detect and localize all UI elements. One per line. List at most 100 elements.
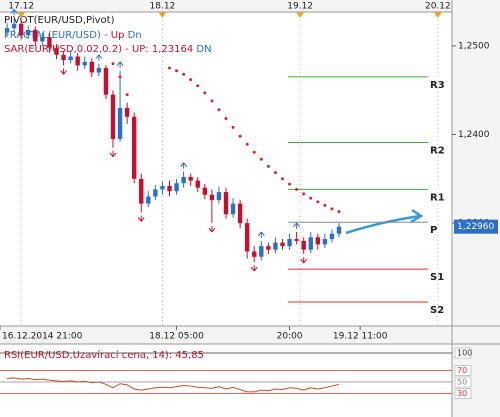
sar-dot: [224, 117, 228, 121]
rsi-tick-label: 70: [457, 366, 467, 375]
candle-body: [287, 239, 292, 247]
rsi-title: RSI(EUR/USD,Uzavírací cena, 14): 45,85: [4, 349, 204, 361]
x-tick-label: 19.12 11:00: [333, 332, 388, 342]
candle-body: [89, 61, 95, 73]
candle-body: [47, 37, 52, 48]
day-marker: [433, 12, 442, 18]
pivot-label: S2: [430, 305, 444, 316]
legend-fractal-name: FRACTAL(EUR/USD) -: [4, 30, 108, 41]
candle-body: [188, 177, 193, 181]
candle-body: [124, 107, 130, 117]
candle-body: [146, 196, 151, 204]
candle-body: [11, 23, 17, 29]
sar-dot: [125, 93, 129, 97]
sar-dot: [189, 78, 193, 82]
sar-dot: [316, 200, 320, 204]
axis-strip: [452, 0, 500, 417]
legend-sar: SAR(EUR/USD,0.02,0.2) - UP: 1,23164 DN: [4, 44, 212, 55]
time-strip: [0, 326, 452, 344]
candle-body: [230, 203, 236, 215]
sar-dot: [252, 150, 256, 154]
candle-body: [4, 28, 10, 33]
legend-fractal: FRACTAL(EUR/USD) - Up Dn: [4, 30, 142, 41]
candle-body: [167, 185, 172, 192]
fractal-down: [208, 226, 216, 233]
candle-body: [336, 226, 342, 234]
fractal-up: [95, 54, 103, 61]
sar-dot: [118, 75, 122, 79]
fractal-up: [180, 162, 188, 169]
candle-body: [216, 192, 222, 201]
candle-body: [237, 203, 243, 224]
sar-dot: [238, 134, 242, 138]
sar-dot: [217, 108, 221, 112]
fractal-down: [250, 265, 258, 272]
candle-body: [252, 251, 257, 257]
sar-dot: [288, 182, 292, 186]
candle-body: [209, 194, 215, 201]
legend-pivot: PIVOT(EUR/USD,Pivot): [4, 15, 115, 26]
sar-dot: [231, 125, 235, 129]
candle-body: [280, 242, 285, 247]
rsi-line: [7, 377, 340, 393]
day-marker: [296, 12, 305, 18]
sar-dot: [302, 192, 306, 196]
sar-dot: [266, 164, 270, 168]
rsi-tick-box: [454, 388, 472, 399]
sar-dot: [203, 91, 207, 95]
pivot-label: S1: [430, 272, 444, 283]
pivot-label: R3: [430, 80, 445, 91]
sar-dot: [309, 196, 313, 200]
rsi-tick-label: 100: [457, 349, 472, 358]
x-top-tick-label: 17.12: [8, 2, 34, 12]
candle-body: [61, 54, 66, 61]
sar-dot: [182, 72, 186, 76]
candle-body: [322, 239, 328, 245]
fractal-down: [300, 257, 308, 264]
candle-body: [315, 237, 321, 245]
rsi-tick-box: [454, 365, 472, 376]
sar-dot: [281, 177, 284, 181]
y-tick-label: 1,2400: [458, 130, 490, 140]
candle-body: [223, 192, 229, 215]
candle-body: [266, 246, 271, 250]
fractal-down: [60, 68, 67, 75]
legend-sar-name: SAR(EUR/USD,0.02,0.2) - UP: 1,23164: [4, 44, 193, 55]
candle-body: [294, 239, 299, 241]
fractal-up: [257, 231, 265, 238]
candle-body: [117, 107, 123, 139]
sar-dot: [210, 99, 214, 103]
sar-dot: [245, 142, 249, 146]
rsi-tick-box: [454, 376, 472, 388]
candle-body: [244, 223, 250, 252]
candle-body: [273, 242, 278, 250]
sar-dot: [175, 69, 179, 73]
fractal-down: [109, 150, 117, 158]
annotation-arrow: [345, 214, 421, 235]
rsi-tick-label: 50: [457, 378, 467, 387]
candle-body: [329, 233, 335, 240]
candle-body: [202, 187, 208, 195]
candle-body: [18, 23, 24, 36]
candle-body: [308, 237, 313, 250]
rsi-tick-box: [454, 347, 472, 359]
sar-dot: [273, 171, 277, 175]
sar-dot: [330, 207, 334, 211]
legend-fractal-up: Up: [111, 30, 125, 41]
sar-dot: [196, 84, 200, 88]
candle-body: [131, 116, 137, 179]
candle-body: [96, 68, 102, 73]
day-marker: [158, 12, 167, 18]
fractal-up: [10, 9, 18, 16]
candle-body: [174, 183, 179, 192]
sar-dot: [295, 187, 299, 191]
sar-dot: [337, 210, 341, 214]
annotation-arrow-head: [410, 208, 424, 224]
candle-body: [153, 189, 158, 197]
candle-body: [54, 47, 59, 55]
pivot-label: P: [430, 225, 437, 236]
x-tick-label: 20:00: [277, 332, 303, 342]
sar-dot: [259, 157, 263, 161]
